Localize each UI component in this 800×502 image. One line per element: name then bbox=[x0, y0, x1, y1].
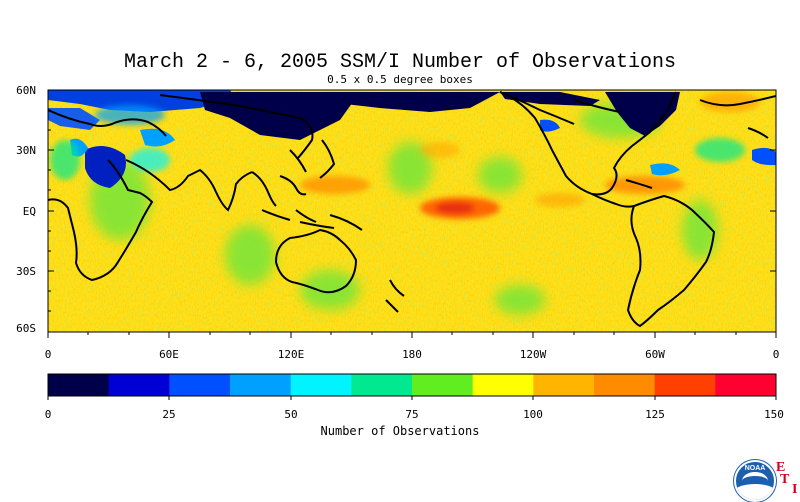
colorbar-swatch-3 bbox=[230, 374, 292, 396]
lon-label-0: 0 bbox=[45, 348, 52, 361]
colorbar-tick-0: 0 bbox=[45, 408, 52, 421]
colorbar-swatch-5 bbox=[351, 374, 413, 396]
colorbar-swatch-10 bbox=[654, 374, 716, 396]
colorbar-swatch-8 bbox=[533, 374, 595, 396]
lat-label-eq: EQ bbox=[23, 205, 36, 218]
colorbar-tick-100: 100 bbox=[523, 408, 543, 421]
noaa-logo-text: NOAA bbox=[744, 465, 766, 472]
lat-label-30s: 30S bbox=[16, 265, 36, 278]
lat-ticks bbox=[48, 89, 776, 333]
colorbar-swatch-1 bbox=[108, 374, 170, 396]
data-field bbox=[48, 90, 776, 332]
coastlines bbox=[48, 91, 776, 328]
map-subtitle: 0.5 x 0.5 degree boxes bbox=[327, 73, 473, 86]
lon-label-60e: 60E bbox=[159, 348, 179, 361]
colorbar-swatch-9 bbox=[594, 374, 656, 396]
colorbar-title: Number of Observations bbox=[320, 424, 480, 438]
map-title: March 2 - 6, 2005 SSM/I Number of Observ… bbox=[123, 51, 677, 74]
eti-logo-t: T bbox=[780, 472, 790, 487]
colorbar-swatch-6 bbox=[412, 374, 474, 396]
colorbar-swatch-7 bbox=[472, 374, 534, 396]
lon-ticks bbox=[47, 332, 777, 338]
lat-label-30n: 30N bbox=[16, 144, 36, 157]
colorbar-tick-50: 50 bbox=[284, 408, 297, 421]
colorbar-tick-125: 125 bbox=[645, 408, 665, 421]
colorbar-tick-75: 75 bbox=[405, 408, 418, 421]
lon-label-180: 180 bbox=[402, 348, 422, 361]
colorbar-swatch-0 bbox=[48, 374, 110, 396]
lat-label-60s: 60S bbox=[16, 322, 36, 335]
noaa-bird-icon bbox=[742, 472, 768, 490]
colorbar-tick-25: 25 bbox=[162, 408, 175, 421]
noaa-logo: NOAA bbox=[734, 460, 776, 502]
colorbar-swatch-11 bbox=[715, 374, 777, 396]
eti-logo-e: E bbox=[776, 460, 786, 475]
lon-label-120w: 120W bbox=[520, 348, 547, 361]
colorbar-tick-150: 150 bbox=[764, 408, 784, 421]
eti-logo-i: I bbox=[792, 482, 798, 497]
lon-label-0-right: 0 bbox=[773, 348, 780, 361]
colorbar-swatch-4 bbox=[290, 374, 352, 396]
lon-label-60w: 60W bbox=[645, 348, 665, 361]
lon-label-120e: 120E bbox=[278, 348, 305, 361]
colorbar-ticks bbox=[47, 396, 777, 400]
lat-label-60n: 60N bbox=[16, 84, 36, 97]
colorbar-swatch-2 bbox=[169, 374, 231, 396]
colorbar bbox=[48, 374, 777, 396]
noaa-wave-icon bbox=[736, 484, 774, 500]
